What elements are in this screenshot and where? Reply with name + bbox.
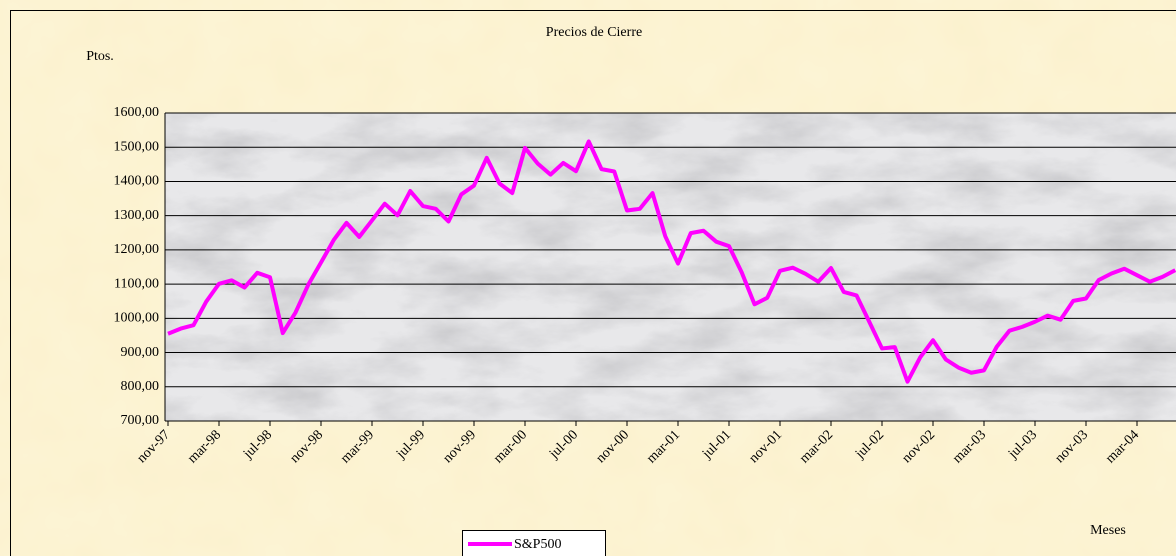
legend-label: S&P500 <box>514 537 561 552</box>
y-tick-label: 800,00 <box>121 379 160 394</box>
y-tick-label: 1500,00 <box>114 139 160 154</box>
x-axis-title: Meses <box>1090 523 1126 538</box>
y-tick-label: 1200,00 <box>114 242 160 257</box>
chart-title: Precios de Cierre <box>546 25 642 40</box>
y-axis-title: Ptos. <box>86 49 114 64</box>
chart-border <box>10 10 1176 556</box>
y-tick-label: 700,00 <box>121 413 160 428</box>
y-tick-label: 1300,00 <box>114 208 160 223</box>
y-tick-label: 1100,00 <box>114 276 159 291</box>
y-tick-label: 1400,00 <box>114 174 160 189</box>
series-line <box>167 139 1176 384</box>
y-tick-label: 1000,00 <box>114 311 160 326</box>
plot-texture <box>165 113 1176 421</box>
y-tick-label: 1600,00 <box>114 105 160 120</box>
y-tick-label: 900,00 <box>121 345 160 360</box>
